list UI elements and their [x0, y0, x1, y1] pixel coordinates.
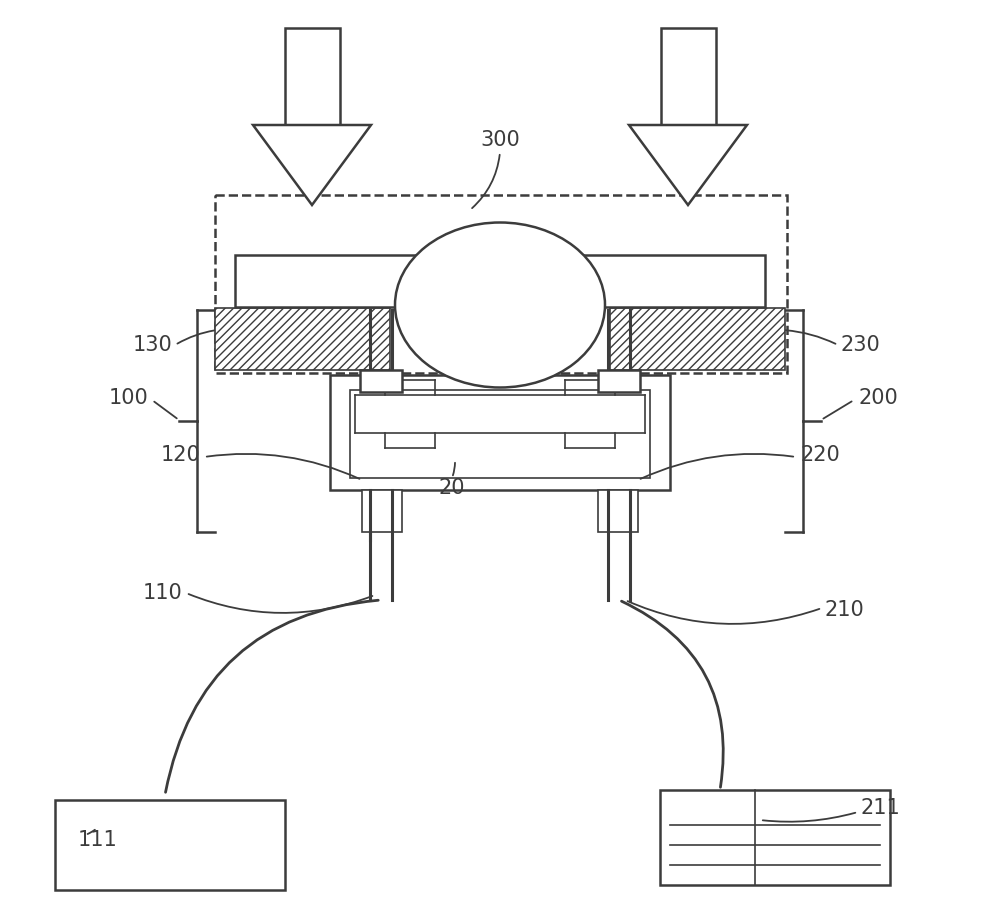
Text: 220: 220: [800, 445, 840, 465]
Bar: [215, 308, 390, 370]
Bar: [610, 308, 785, 370]
Bar: [660, 790, 890, 885]
Text: 210: 210: [825, 600, 865, 620]
Bar: [235, 255, 765, 307]
Text: 110: 110: [142, 583, 182, 603]
Text: 230: 230: [840, 335, 880, 355]
Text: 200: 200: [858, 388, 898, 408]
Text: 130: 130: [132, 335, 172, 355]
Text: 100: 100: [108, 388, 148, 408]
Polygon shape: [253, 125, 371, 205]
Bar: [360, 370, 402, 392]
Text: 111: 111: [78, 830, 118, 850]
Polygon shape: [629, 125, 747, 205]
Text: 120: 120: [160, 445, 200, 465]
Text: 300: 300: [480, 130, 520, 150]
Bar: [598, 490, 638, 532]
Bar: [362, 490, 402, 532]
Bar: [330, 375, 670, 490]
Ellipse shape: [395, 222, 605, 388]
Bar: [350, 390, 650, 478]
Bar: [285, 28, 340, 125]
Bar: [55, 800, 285, 890]
Text: 211: 211: [860, 798, 900, 818]
Bar: [660, 28, 716, 125]
Text: 20: 20: [439, 478, 465, 498]
Bar: [215, 195, 787, 373]
Bar: [598, 370, 640, 392]
